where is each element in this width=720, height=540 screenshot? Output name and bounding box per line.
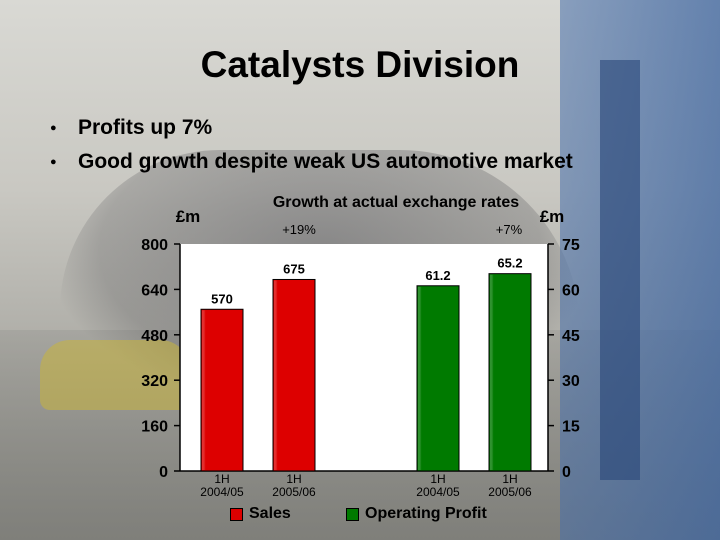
right-tick-label: 60 [562, 282, 580, 299]
x-category-label: 1H [286, 472, 301, 486]
bullet-item: ● Good growth despite weak US automotive… [50, 145, 573, 179]
right-axis-unit: £m [540, 207, 565, 226]
right-tick-label: 30 [562, 373, 580, 390]
growth-annotation: +19% [282, 222, 316, 237]
bar-highlight [490, 274, 500, 470]
x-category-label: 1H [430, 472, 445, 486]
left-tick-label: 480 [141, 328, 168, 345]
x-category-label: 2004/05 [416, 485, 460, 499]
background-test-rig [560, 0, 720, 540]
growth-annotation: +7% [496, 222, 523, 237]
bar-data-label: 65.2 [497, 256, 522, 271]
chart-legend: Sales Operating Profit [0, 505, 720, 525]
left-tick-label: 320 [141, 373, 168, 390]
legend-swatch-green [346, 507, 359, 521]
x-category-label: 1H [502, 472, 517, 486]
legend-item-sales: Sales [230, 505, 291, 523]
bullet-text: Good growth despite weak US automotive m… [78, 150, 573, 173]
bullet-list: ● Profits up 7% ● Good growth despite we… [50, 111, 573, 179]
bar-data-label: 675 [283, 261, 305, 276]
left-tick-label: 160 [141, 419, 168, 436]
bar-highlight [418, 286, 428, 470]
legend-swatch-red [230, 507, 243, 521]
left-axis-unit: £m [176, 207, 201, 226]
right-tick-label: 15 [562, 419, 580, 436]
left-tick-label: 800 [141, 237, 168, 254]
background-equipment [40, 340, 190, 410]
bullet-dot-icon: ● [50, 122, 57, 134]
x-category-label: 2005/06 [488, 485, 532, 499]
left-tick-label: 0 [159, 464, 168, 481]
bullet-dot-icon: ● [50, 156, 57, 168]
left-tick-label: 640 [141, 282, 168, 299]
legend-label: Operating Profit [365, 505, 487, 522]
right-tick-label: 75 [562, 237, 580, 254]
bar-highlight [274, 280, 284, 470]
background-test-rig-column [600, 60, 640, 480]
chart-title: Growth at actual exchange rates [273, 194, 519, 211]
bar-data-label: 570 [211, 291, 233, 306]
x-category-label: 1H [214, 472, 229, 486]
bar-highlight [202, 310, 212, 470]
bar-data-label: 61.2 [425, 268, 450, 283]
right-tick-label: 45 [562, 328, 580, 345]
x-category-label: 2005/06 [272, 485, 316, 499]
legend-item-operating-profit: Operating Profit [346, 505, 487, 523]
bullet-item: ● Profits up 7% [50, 111, 573, 145]
x-category-label: 2004/05 [200, 485, 244, 499]
bullet-text: Profits up 7% [78, 116, 213, 139]
slide-title: Catalysts Division [200, 44, 520, 85]
right-tick-label: 0 [562, 464, 571, 481]
legend-label: Sales [249, 505, 291, 522]
